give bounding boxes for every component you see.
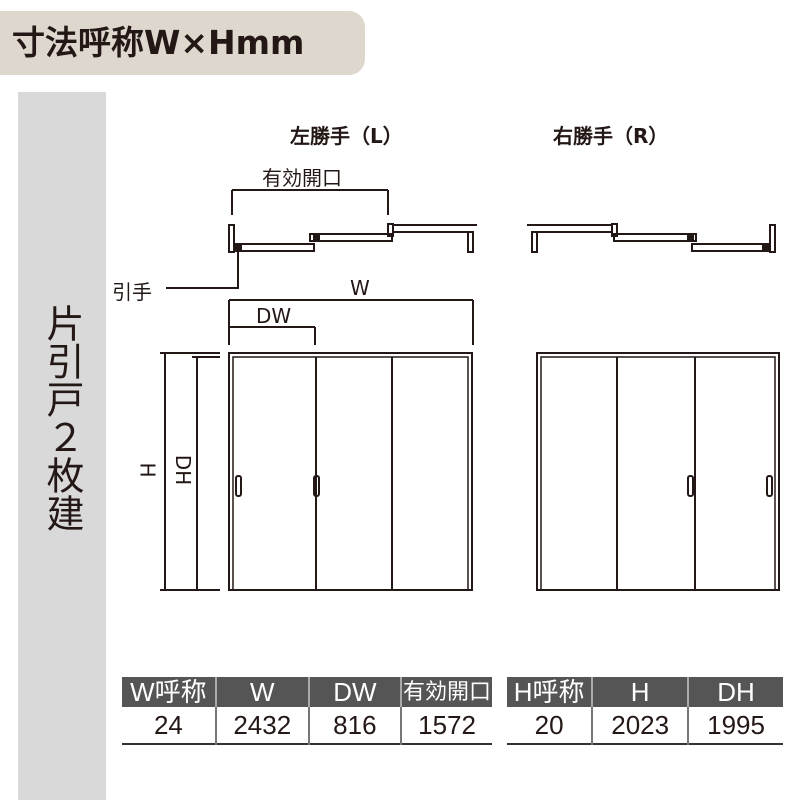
table-cell: 20 xyxy=(534,709,564,740)
door-handle-icon xyxy=(687,475,694,497)
table-cell: 24 xyxy=(153,709,183,740)
door-handle-icon xyxy=(766,475,773,497)
table-cell: 816 xyxy=(307,707,402,744)
table-cell: 2023 xyxy=(591,707,689,744)
dh-label: DH xyxy=(171,454,196,486)
door-handle-icon xyxy=(235,475,242,497)
table-header: W xyxy=(214,677,309,707)
w-label: W xyxy=(350,276,370,300)
table-cell: 2432 xyxy=(214,707,309,744)
door-type-label: 片引戸２枚建 xyxy=(40,304,84,532)
left-hand-label: 左勝手（L） xyxy=(290,124,403,148)
door-handle-icon xyxy=(313,475,320,497)
table-header: DH xyxy=(687,677,783,707)
elevation-left xyxy=(228,352,473,591)
table-header: DW xyxy=(307,677,402,707)
page-title: 寸法呼称W×Hmm xyxy=(0,11,365,75)
table-cell: 1572 xyxy=(400,707,492,744)
h-label: H xyxy=(135,462,160,478)
dw-label: DW xyxy=(256,304,292,328)
table-header: 有効開口 xyxy=(400,677,492,707)
plan-view-right xyxy=(527,223,776,253)
sidebar: 片引戸２枚建 xyxy=(18,92,106,800)
right-hand-label: 右勝手（R） xyxy=(553,124,669,148)
table-header: H呼称 xyxy=(507,677,593,707)
width-spec-table: W呼称 W DW 有効開口 24 2432 816 1572 xyxy=(122,677,492,745)
table-header: H xyxy=(591,677,689,707)
table-header: W呼称 xyxy=(122,677,216,707)
effective-opening-label: 有効開口 xyxy=(262,166,342,190)
height-spec-table: H呼称 H DH 20 2023 1995 xyxy=(507,677,783,745)
elevation-right xyxy=(536,352,780,591)
plan-view-left xyxy=(166,189,477,289)
handle-label: 引手 xyxy=(112,280,152,304)
table-cell: 1995 xyxy=(687,707,783,744)
